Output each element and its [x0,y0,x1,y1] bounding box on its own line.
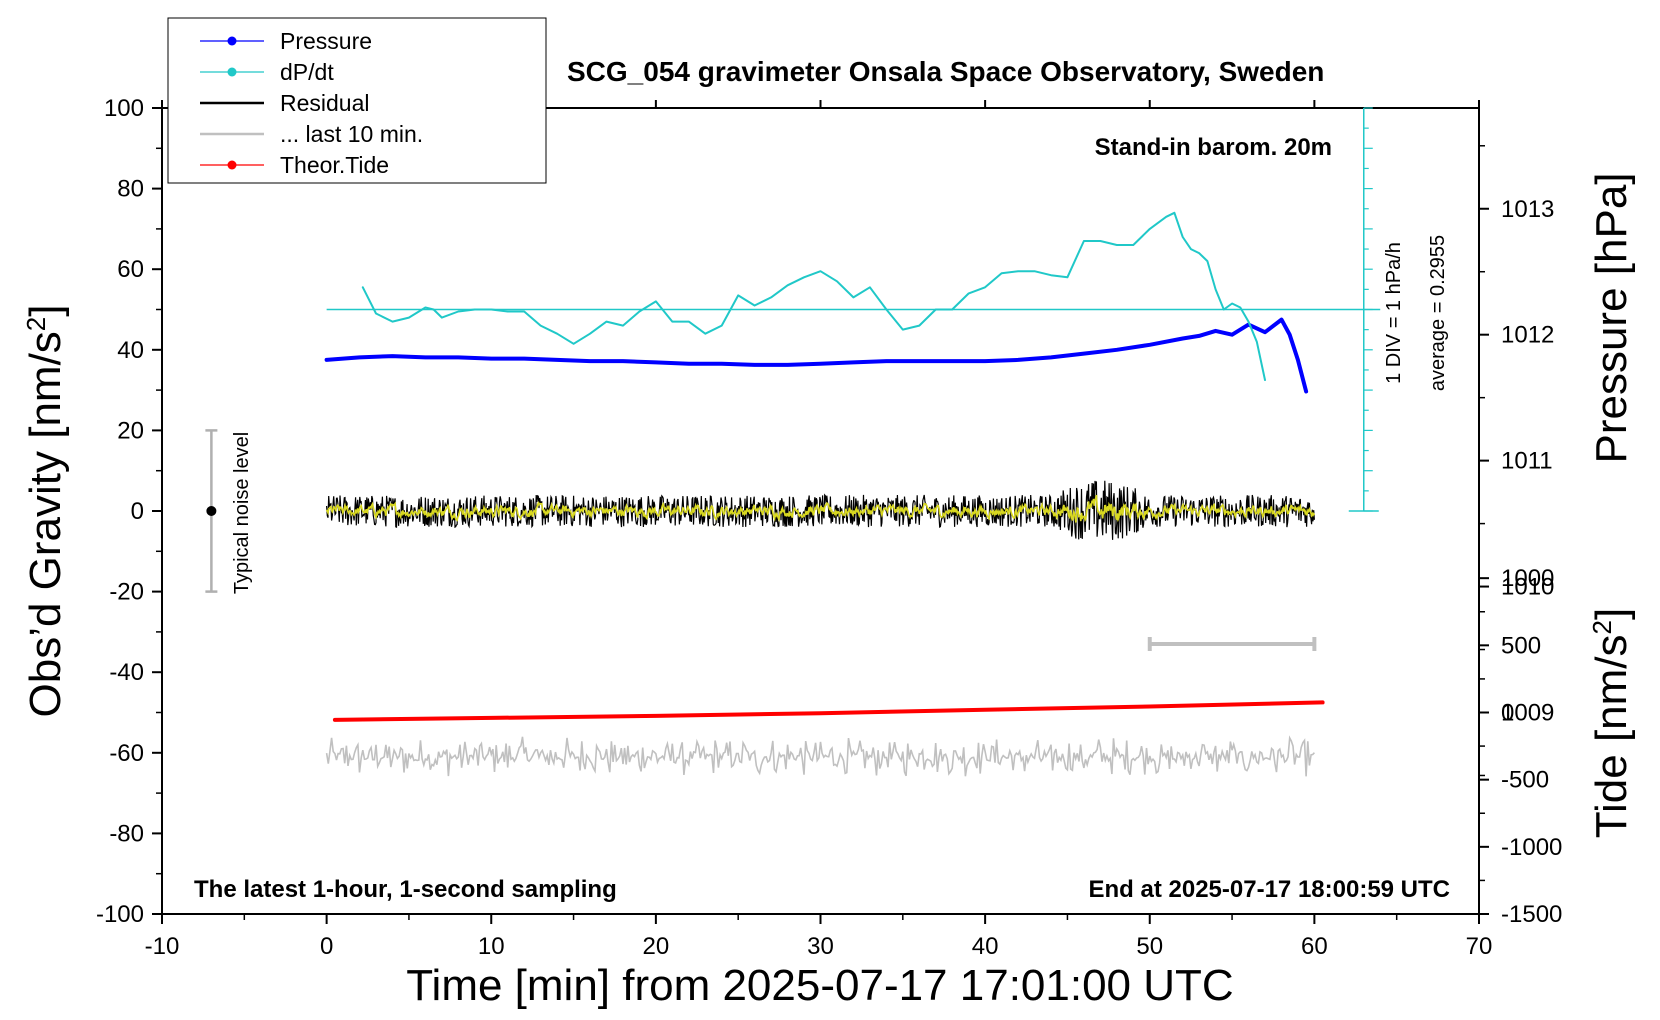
y-axis-left-title: Obs’d Gravity [nm/s2] [21,304,70,717]
pressure-tick-label: 1010 [1501,574,1554,601]
legend-label: ... last 10 min. [280,121,423,147]
y-axis-tide: -1500 -1000 -500 0 500 1000 [1479,565,1562,928]
x-tick-label: 70 [1466,933,1493,960]
noise-label: Typical noise level [231,432,253,594]
y-axis-left: -100 -80 -60 -40 -20 0 20 40 60 80 100 [96,95,162,928]
legend-marker [227,160,237,170]
x-tick-label: 50 [1136,933,1163,960]
y-tick-label: 60 [117,256,144,283]
legend-label: Pressure [280,28,372,54]
end-time-note: End at 2025-07-17 18:00:59 UTC [1089,876,1451,903]
tide-tick-label: -1500 [1501,901,1562,928]
legend: Pressure dP/dt Residual ... last 10 min. The… [167,17,547,184]
pressure-tick-label: 1013 [1501,196,1554,223]
barometer-note: Stand-in barom. 20m [1095,134,1332,161]
pressure-tick-label: 1009 [1501,700,1554,727]
dpdt-scale [326,107,1381,512]
y-axis-pressure: 1009 1010 1011 1012 1013 [1479,145,1554,777]
dpdt-scale-label: 1 DIV = 1 hPa/h [1383,242,1405,384]
tide-tick-label: 1000 [1501,565,1554,592]
last10-line [325,735,1315,777]
x-tick-label: 0 [320,933,333,960]
pressure-tick-label: 1012 [1501,322,1554,349]
chart-title: SCG_054 gravimeter Onsala Space Observat… [567,56,1324,87]
legend-marker [227,36,237,46]
x-axis-title: Time [min] from 2025-07-17 17:01:00 UTC [406,961,1233,1010]
y-axis-pressure-title: Pressure [hPa] [1587,172,1636,463]
y-tick-label: -80 [109,820,144,847]
x-tick-label: 40 [972,933,999,960]
tide-tick-label: -1000 [1501,834,1562,861]
dpdt-average-label: average = 0.2955 [1427,235,1449,391]
x-tick-label: 30 [807,933,834,960]
series-layer [324,211,1325,777]
pressure-line [324,317,1309,394]
noise-center-dot [206,506,217,516]
y-axis-tide-title: Tide [nm/s2] [1587,608,1636,838]
residual-line [326,480,1315,540]
x-tick-label: 10 [478,933,505,960]
y-tick-label: 40 [117,337,144,364]
y-tick-label: -60 [109,740,144,767]
x-axis: -10 0 10 20 30 40 50 60 70 [145,100,1493,960]
legend-box [167,17,547,184]
legend-label: dP/dt [280,59,334,85]
dpdt-line [361,211,1266,381]
noise-level-indicator [205,429,218,593]
pressure-tick-label: 1011 [1501,448,1553,475]
y-tick-label: -40 [109,659,144,686]
residual-smoothed-line [325,494,1316,523]
y-tick-label: 100 [104,95,144,122]
tide-tick-label: 0 [1501,700,1514,727]
y-tick-label: -100 [96,901,144,928]
tide-tick-label: 500 [1501,632,1541,659]
sampling-note: The latest 1-hour, 1-second sampling [194,876,617,903]
legend-marker [227,67,237,77]
tide-tick-label: -500 [1501,767,1549,794]
x-tick-label: 60 [1301,933,1328,960]
y-tick-label: 20 [117,417,144,444]
x-tick-label: 20 [643,933,670,960]
y-tick-label: -20 [109,579,144,606]
y-tick-label: 0 [131,498,144,525]
tide-line [332,700,1325,722]
x-tick-label: -10 [145,933,180,960]
legend-label: Theor.Tide [280,152,389,178]
legend-label: Residual [280,90,370,116]
y-tick-label: 80 [117,176,144,203]
